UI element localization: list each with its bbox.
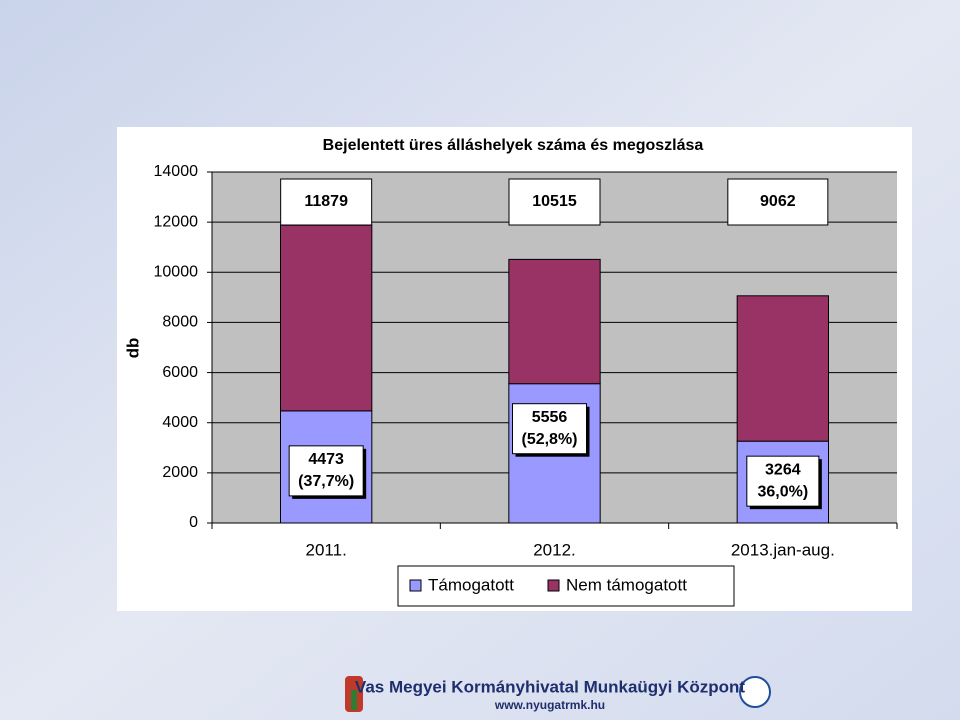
total-label: 11879 bbox=[304, 193, 348, 210]
total-label-box bbox=[727, 178, 829, 226]
total-label: 9062 bbox=[760, 193, 796, 210]
value-label: (52,8%) bbox=[521, 431, 577, 448]
value-label: 4473 bbox=[308, 451, 344, 468]
total-label-box bbox=[280, 178, 373, 226]
y-tick-label: 10000 bbox=[154, 264, 199, 281]
y-axis-label: db bbox=[123, 338, 142, 359]
footer: Vas Megyei Kormányhivatal Munkaügyi Közp… bbox=[345, 676, 771, 712]
bar-segment bbox=[508, 258, 601, 385]
value-label-box bbox=[512, 403, 587, 455]
y-tick-label: 12000 bbox=[154, 213, 199, 230]
nfsz-logo bbox=[739, 676, 771, 708]
y-tick-label: 2000 bbox=[162, 464, 198, 481]
y-tick-label: 0 bbox=[189, 514, 198, 531]
y-tick-label: 8000 bbox=[162, 314, 198, 331]
crest-icon-detail bbox=[351, 690, 357, 710]
legend-box bbox=[397, 565, 735, 607]
bar-segment bbox=[280, 224, 373, 412]
value-label: 3264 bbox=[765, 461, 801, 478]
y-tick-label: 4000 bbox=[162, 414, 198, 431]
value-label: (37,7%) bbox=[298, 473, 354, 490]
value-label-box bbox=[288, 445, 364, 497]
y-tick-label: 6000 bbox=[162, 364, 198, 381]
value-label: 5556 bbox=[532, 409, 568, 426]
total-label: 10515 bbox=[532, 193, 577, 210]
x-tick-label: 2012. bbox=[533, 540, 576, 559]
bar-segment bbox=[736, 295, 830, 442]
y-tick-label: 14000 bbox=[154, 163, 199, 180]
chart-title: Bejelentett üres álláshelyek száma és me… bbox=[323, 137, 704, 154]
legend-swatch bbox=[409, 579, 422, 592]
x-tick-label: 2011. bbox=[306, 540, 347, 559]
total-label-box bbox=[508, 178, 601, 226]
legend-swatch bbox=[547, 579, 560, 592]
legend-label: Nem támogatott bbox=[566, 575, 687, 594]
legend-label: Támogatott bbox=[428, 575, 514, 594]
footer-organization: Vas Megyei Kormányhivatal Munkaügyi Közp… bbox=[355, 677, 745, 696]
x-tick-label: 2013.jan-aug. bbox=[731, 540, 835, 559]
value-label-box bbox=[746, 455, 820, 507]
value-label: 36,0%) bbox=[757, 483, 808, 500]
footer-url: www.nyugatrmk.hu bbox=[494, 698, 605, 712]
